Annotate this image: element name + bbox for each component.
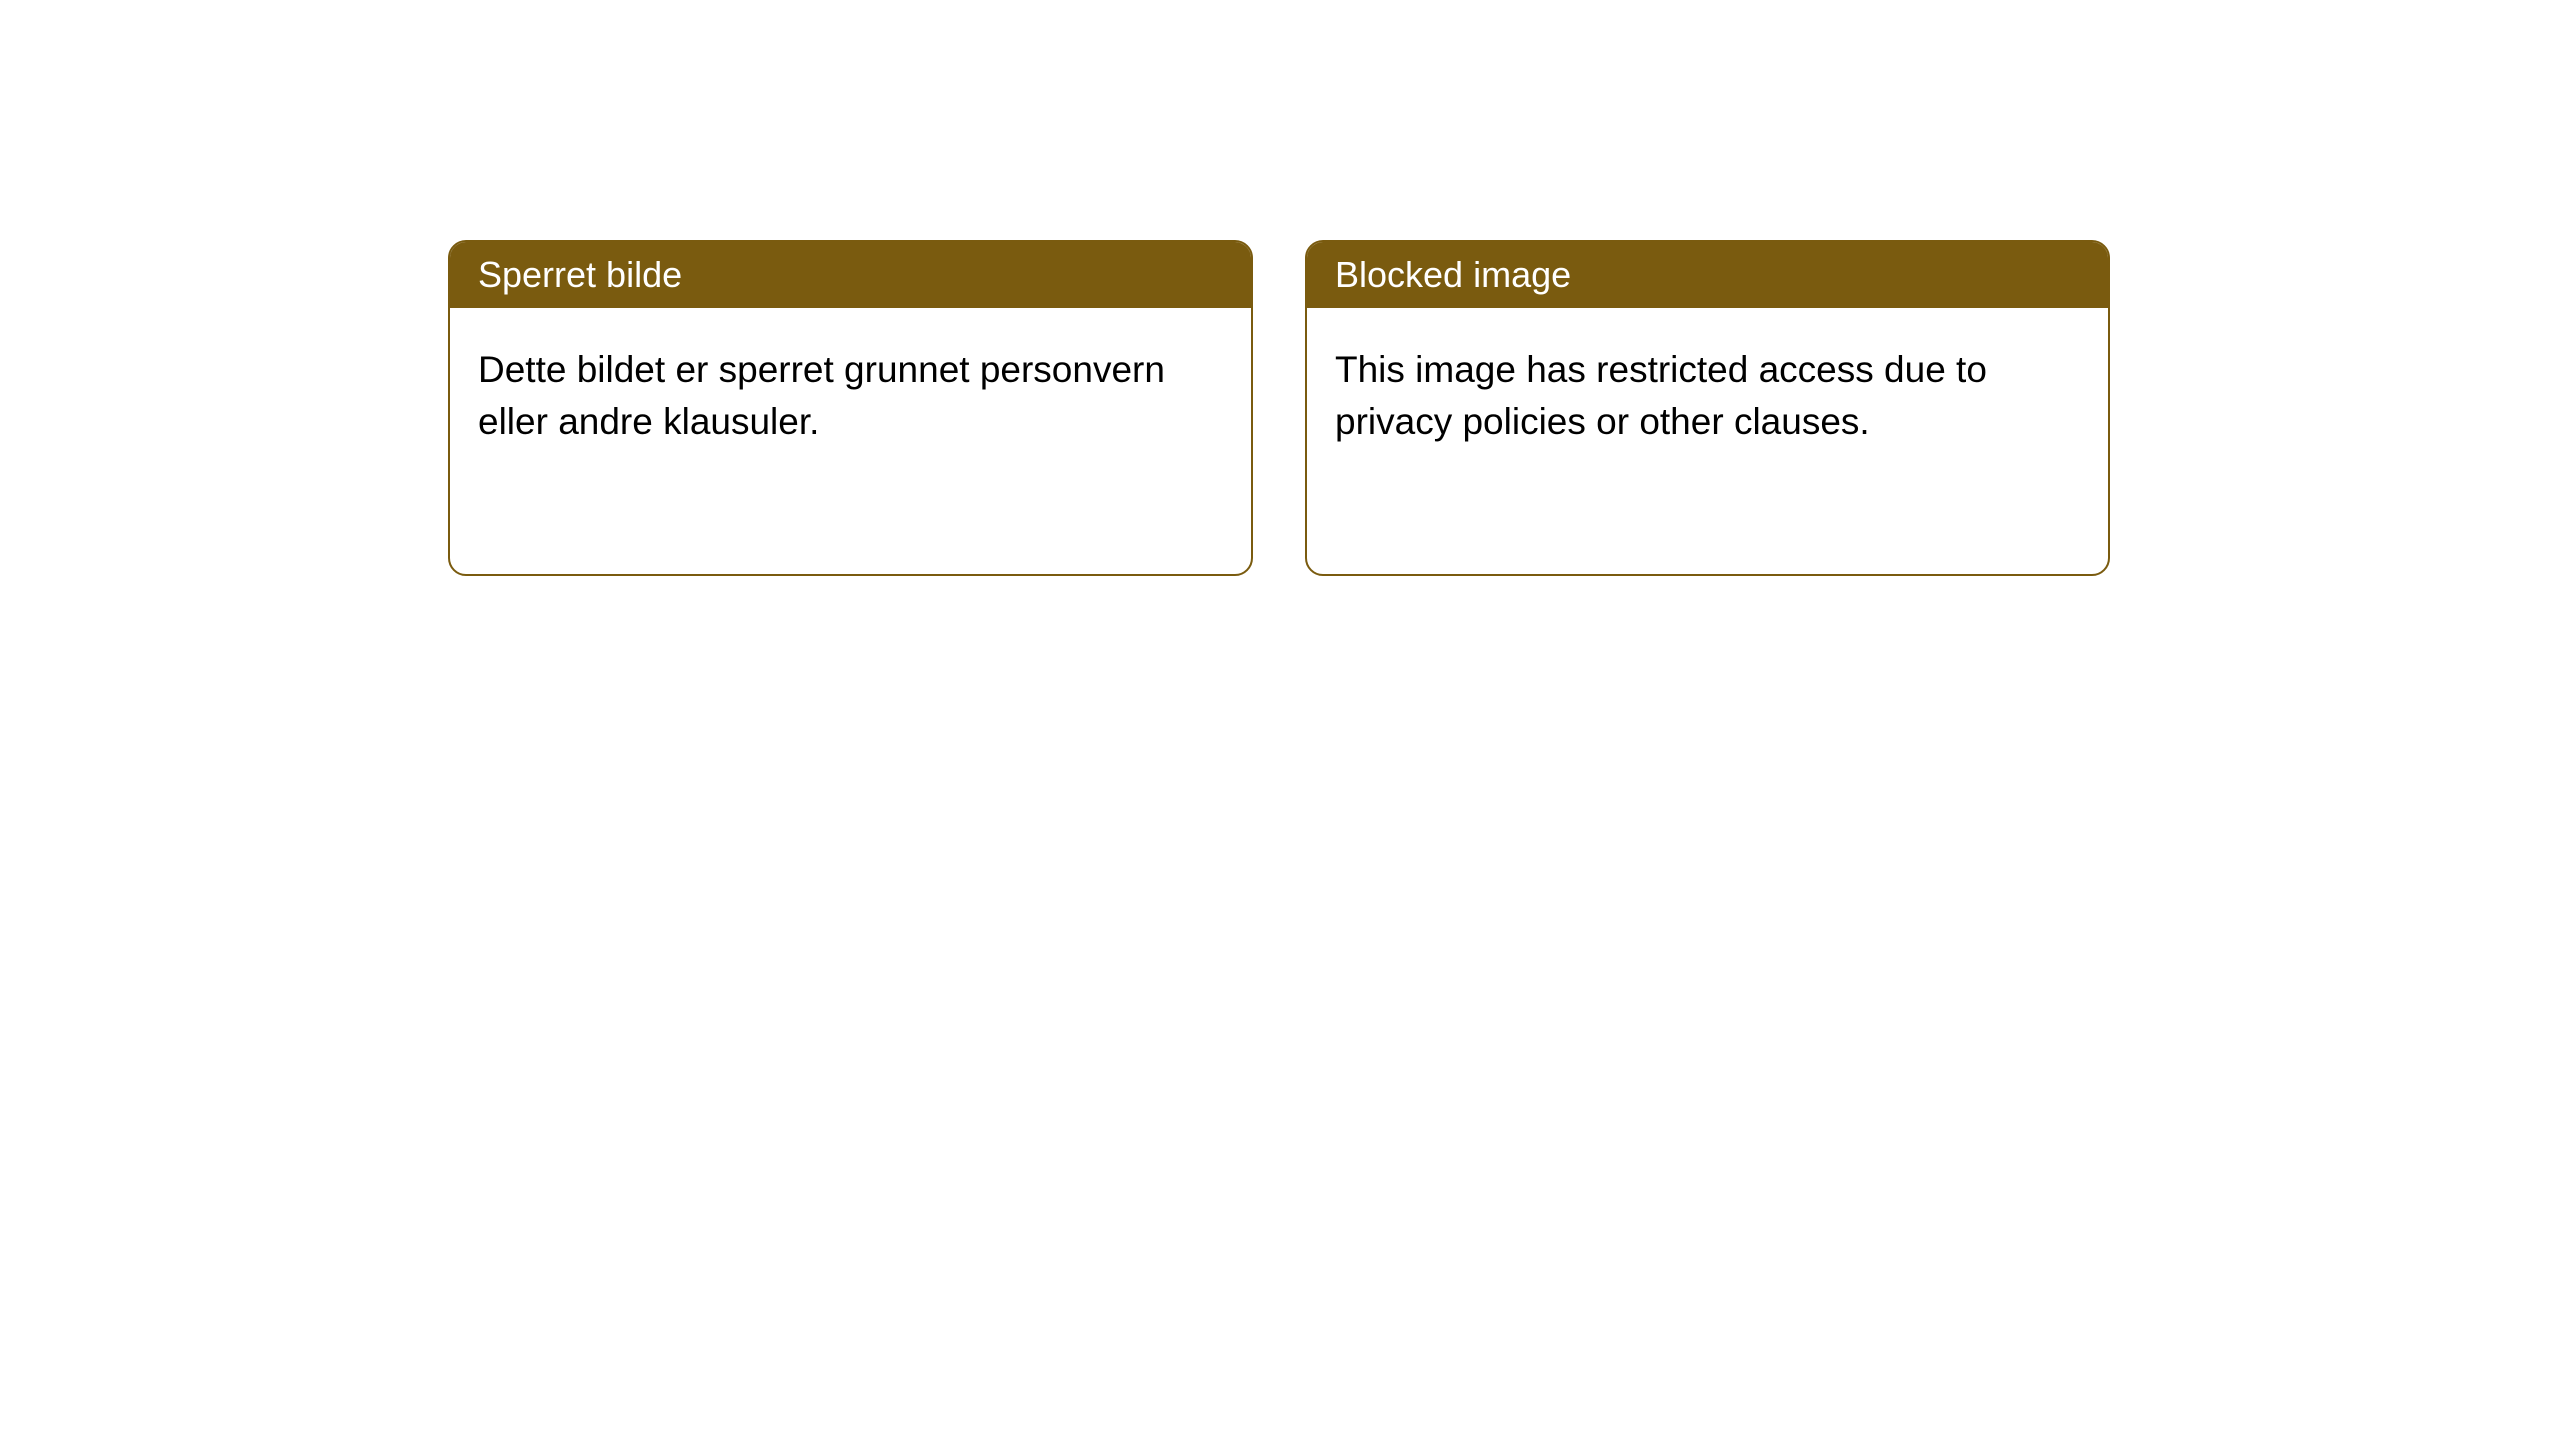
notice-header: Blocked image	[1307, 242, 2108, 308]
notice-header: Sperret bilde	[450, 242, 1251, 308]
notice-body: Dette bildet er sperret grunnet personve…	[450, 308, 1251, 484]
notice-box-norwegian: Sperret bilde Dette bildet er sperret gr…	[448, 240, 1253, 576]
notice-container: Sperret bilde Dette bildet er sperret gr…	[0, 0, 2560, 576]
notice-body-text: This image has restricted access due to …	[1335, 349, 1987, 442]
notice-body: This image has restricted access due to …	[1307, 308, 2108, 484]
notice-box-english: Blocked image This image has restricted …	[1305, 240, 2110, 576]
notice-body-text: Dette bildet er sperret grunnet personve…	[478, 349, 1165, 442]
notice-title: Sperret bilde	[478, 254, 682, 295]
notice-title: Blocked image	[1335, 254, 1571, 295]
